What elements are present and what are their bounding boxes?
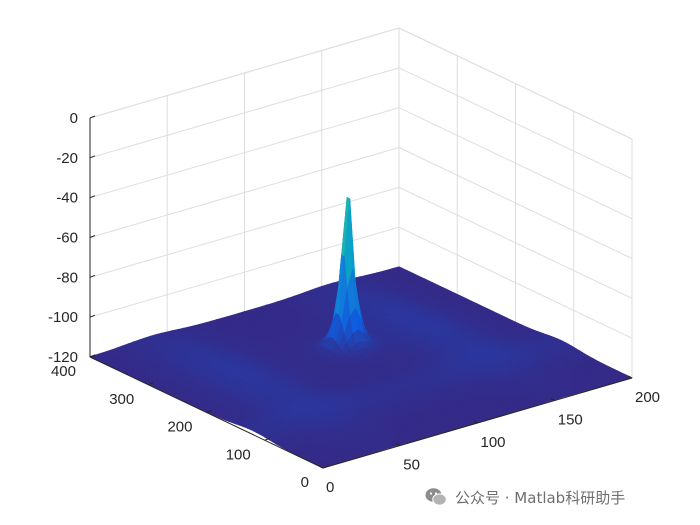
z-tick-label: 0 <box>70 110 78 127</box>
x-tick-label: 150 <box>558 412 583 429</box>
y-tick-label: 400 <box>51 363 76 380</box>
watermark: 公众号 · Matlab科研助手 <box>425 486 625 508</box>
x-tick-label: 200 <box>635 389 660 406</box>
x-tick-label: 100 <box>481 434 506 451</box>
y-tick-label: 300 <box>109 391 134 408</box>
surface <box>89 196 633 469</box>
x-tick-label: 0 <box>326 479 334 496</box>
y-tick-label: 0 <box>301 474 309 491</box>
watermark-text: 公众号 · Matlab科研助手 <box>455 488 626 507</box>
z-tick-label: -80 <box>56 269 78 286</box>
z-tick-label: -100 <box>48 309 78 326</box>
wechat-icon <box>425 488 447 506</box>
x-tick-label: 50 <box>403 457 420 474</box>
y-tick-label: 200 <box>167 419 192 436</box>
z-tick-label: -20 <box>56 150 78 167</box>
y-tick-label: 100 <box>226 446 251 463</box>
z-tick-label: -40 <box>56 190 78 207</box>
z-tick-label: -60 <box>56 230 78 247</box>
